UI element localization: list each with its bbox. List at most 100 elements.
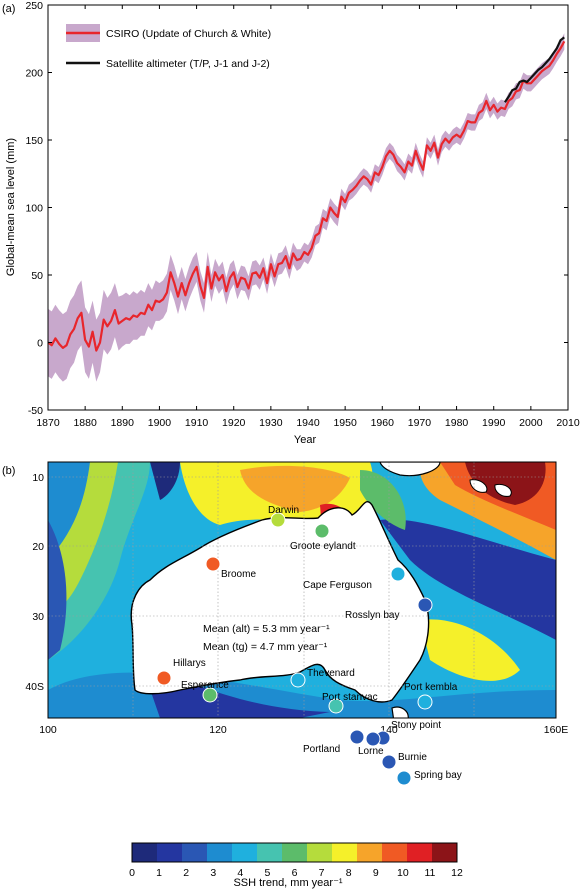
x-tick-label: 1940: [296, 417, 320, 429]
station-marker: [349, 729, 365, 745]
island-1: [469, 479, 488, 493]
x-tick-label: 1870: [36, 417, 60, 429]
y-tick-label: 100: [25, 203, 43, 215]
colorbar-label: SSH trend, mm year⁻¹: [233, 877, 342, 889]
colorbar-tick-label: 9: [373, 867, 379, 879]
y-tick-label: 0: [37, 338, 43, 350]
x-tick-label: 1900: [148, 417, 172, 429]
station-label: Groote eylandt: [290, 541, 356, 552]
map-y-tick-label: 40S: [25, 681, 44, 693]
station-label: Thevenard: [307, 668, 355, 679]
station-marker: [314, 523, 330, 539]
colorbar-tick-label: 10: [397, 867, 409, 879]
station-marker: [396, 770, 412, 786]
map-y-tick-label: 10: [32, 472, 44, 484]
colorbar-swatch: [407, 843, 433, 862]
colorbar-tick-label: 2: [183, 867, 189, 879]
x-tick-label: 2000: [519, 417, 543, 429]
sst-band-coral-darkblue: [380, 519, 556, 640]
sst-band-north-orange: [240, 465, 350, 512]
y-tick-label: -50: [28, 405, 43, 417]
map-x-tick-label: 100: [39, 724, 57, 736]
station-marker: [417, 597, 433, 613]
station-label: Spring bay: [414, 770, 462, 781]
colorbar-tick-label: 7: [319, 867, 325, 879]
colorbar-tick-label: 3: [210, 867, 216, 879]
station-marker: [365, 731, 381, 747]
legend-altimeter-label: Satellite altimeter (T/P, J-1 and J-2): [106, 58, 270, 70]
station-label: Hillarys: [173, 658, 206, 669]
colorbar-tick-label: 4: [237, 867, 243, 879]
x-tick-label: 1890: [111, 417, 135, 429]
colorbar-swatch: [182, 843, 208, 862]
csiro-series-line: [47, 40, 566, 352]
x-tick-label: 1880: [73, 417, 97, 429]
station-label: Burnie: [398, 752, 427, 763]
x-tick-label: 1920: [222, 417, 246, 429]
map-x-tick-label: 120: [209, 724, 227, 736]
sst-band-sw-darkblue: [48, 520, 67, 660]
x-axis-label: Year: [294, 434, 317, 446]
station-marker: [381, 754, 397, 770]
map-frame: [47, 461, 557, 719]
station-label: Broome: [221, 569, 256, 580]
station-label: Port stanvac: [322, 692, 378, 703]
sea-level-chart: 1870 1880 1890 1900 1910 1920 1930 1940 1950 1960…: [25, 0, 579, 429]
legend-csiro-label: CSIRO (Update of Church & White): [106, 28, 271, 40]
y-tick-label: 200: [25, 68, 43, 80]
colorbar-swatch: [307, 843, 333, 862]
colorbar-swatch: [357, 843, 383, 862]
chart-a-frame: [47, 4, 569, 411]
panel-a-label: (a): [2, 3, 15, 15]
y-tick-label: 50: [31, 270, 43, 282]
tasmania-landmass: [391, 706, 409, 718]
colorbar-tick-label: 0: [129, 867, 135, 879]
island-2: [494, 483, 512, 497]
colorbar-swatch: [382, 843, 408, 862]
colorbar-swatch: [207, 843, 233, 862]
colorbar-tick-label: 8: [346, 867, 352, 879]
colorbar-frame: [131, 842, 458, 863]
station-marker: [202, 687, 218, 703]
station-label: Cape Ferguson: [303, 580, 372, 591]
map-y-tick-label: 30: [32, 611, 44, 623]
mean-tidegauge-text: Mean (tg) = 4.7 mm year⁻¹: [203, 641, 328, 653]
tide-gauge-stations: Darwin Groote eylandt Broome Cape Ferguson R…: [156, 505, 462, 786]
station-marker: [290, 672, 306, 688]
station-marker: [328, 698, 344, 714]
sst-band-ne-darkred: [465, 462, 546, 505]
sst-band-tasman-yellow: [420, 619, 520, 681]
station-marker: [156, 670, 172, 686]
colorbar-swatch: [282, 843, 308, 862]
colorbar-tick-label: 5: [264, 867, 270, 879]
x-tick-label: 1910: [185, 417, 209, 429]
station-label: Portland: [303, 744, 340, 755]
australia-landmass: [130, 500, 430, 703]
station-label: Darwin: [268, 505, 299, 516]
colorbar-swatch: [432, 843, 458, 862]
x-tick-label: 2010: [556, 417, 580, 429]
colorbar-tick-label: 11: [424, 867, 435, 879]
colorbar-tick-label: 6: [292, 867, 298, 879]
sst-band-west-blue: [48, 462, 90, 560]
y-tick-label: 150: [25, 135, 43, 147]
colorbar-swatch: [132, 843, 158, 862]
sst-band-nw-navy: [150, 462, 180, 500]
sst-band-coral-green: [360, 470, 406, 530]
panel-b-label: (b): [2, 465, 15, 477]
station-marker: [390, 566, 406, 582]
colorbar-swatch: [157, 843, 183, 862]
colorbar-swatch: [332, 843, 358, 862]
colorbar-swatch: [257, 843, 283, 862]
x-tick-label: 1970: [408, 417, 432, 429]
colorbar-swatch: [232, 843, 258, 862]
colorbar-tick-label: 1: [156, 867, 162, 879]
map-graticule: [48, 462, 556, 718]
station-marker: [205, 556, 221, 572]
station-label: Lorne: [358, 746, 384, 757]
mean-altimeter-text: Mean (alt) = 5.3 mm year⁻¹: [203, 623, 330, 635]
colorbar-tick-label: 12: [451, 867, 463, 879]
x-tick-label: 1950: [333, 417, 357, 429]
